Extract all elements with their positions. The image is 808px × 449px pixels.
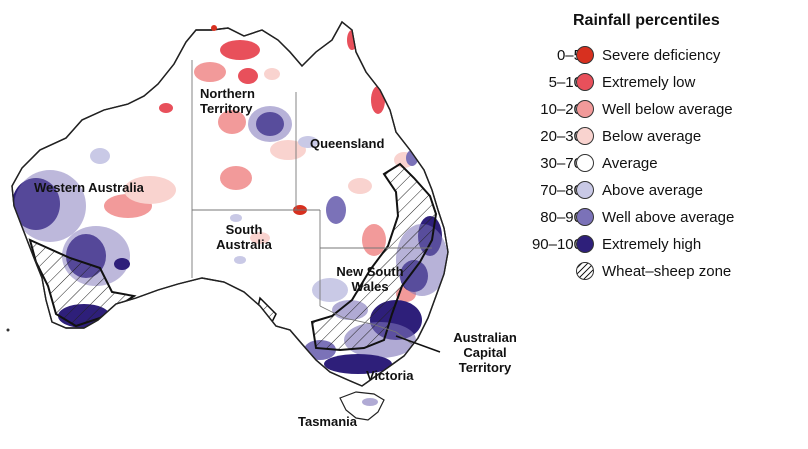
legend-label: Extremely low <box>602 74 696 91</box>
legend-label: Below average <box>602 128 702 145</box>
deficiency-areas <box>104 30 416 302</box>
legend-range: 30–70 <box>540 155 582 172</box>
legend-label: Severe deficiency <box>602 47 721 64</box>
legend-range: 5–10 <box>548 74 582 91</box>
label-australian-capital-territory: Australian Capital Territory <box>453 330 517 375</box>
legend-swatch <box>576 127 594 145</box>
legend-range: 20–30 <box>540 128 582 145</box>
legend-swatch <box>576 208 594 226</box>
legend-item: 70–80 Above average <box>520 179 800 203</box>
label-tasmania: Tasmania <box>298 414 358 429</box>
legend-swatch <box>576 262 594 280</box>
legend-swatch <box>576 235 594 253</box>
legend-label: Above average <box>602 182 703 199</box>
label-queensland: Queensland <box>310 136 385 151</box>
legend-range: 10–20 <box>540 101 582 118</box>
label-new-south-wales: New South Wales <box>336 264 404 294</box>
label-western-australia: Western Australia <box>34 180 144 195</box>
legend-swatch <box>576 181 594 199</box>
state-borders <box>191 60 432 345</box>
legend-range: 0–5 <box>556 47 582 64</box>
legend-item: 30–70 Average <box>520 152 800 176</box>
legend-swatch <box>576 73 594 91</box>
legend-label: Well below average <box>602 101 733 118</box>
legend-swatch <box>576 46 594 64</box>
legend-item: 10–20 Well below average <box>520 98 800 122</box>
legend-item: 20–30 Below average <box>520 125 800 149</box>
legend-label: Well above average <box>602 209 735 226</box>
legend-title: Rainfall percentiles <box>573 12 720 29</box>
legend-item: 90–100 Extremely high <box>520 233 800 257</box>
legend-label: Average <box>602 155 658 172</box>
label-northern-territory: Northern Territory <box>200 86 255 116</box>
legend-label: Wheat–sheep zone <box>602 263 732 280</box>
label-victoria: Victoria <box>366 368 414 383</box>
legend-swatch <box>576 154 594 172</box>
legend-item: 80–90 Well above average <box>520 206 800 230</box>
legend-item: Wheat–sheep zone <box>520 260 800 284</box>
act-pointer-line <box>395 335 441 353</box>
label-south-australia: South Australia <box>216 222 272 252</box>
legend-range: 90–100 <box>531 236 582 253</box>
legend-range: 70–80 <box>540 182 582 199</box>
legend-item: 0–5 Severe deficiency <box>520 44 800 68</box>
legend-range: 80–90 <box>540 209 582 226</box>
legend-label: Extremely high <box>602 236 702 253</box>
legend-item: 5–10 Extremely low <box>520 71 800 95</box>
legend-swatch <box>576 100 594 118</box>
